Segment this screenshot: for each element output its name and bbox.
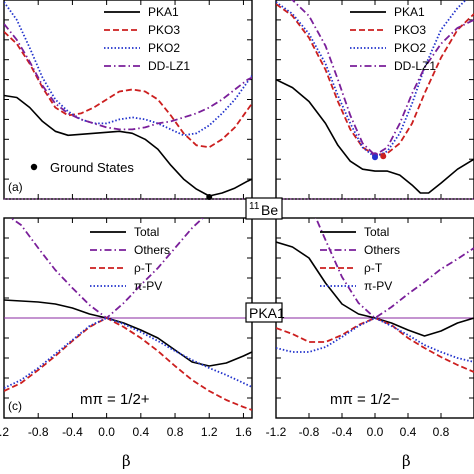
x-tick-label: 0.4	[400, 425, 417, 439]
nucleus-mass-number: 11	[249, 201, 260, 212]
x-tick-label: -0.8	[299, 425, 320, 439]
panel-d: -1.2 -0.8 -0.4 0.0 0.4 0.8 Total Others ρ-T π-PV m…	[266, 217, 474, 439]
series-line-pko3	[4, 31, 252, 149]
panel-tag: (a)	[8, 180, 23, 194]
series-line-pka1	[4, 94, 252, 197]
parity-label: mπ = 1/2−	[330, 391, 400, 408]
x-tick-label: 1.6	[235, 425, 252, 439]
series-line--pv	[276, 317, 474, 363]
x-tick-label: 0.8	[167, 425, 184, 439]
x-tick-label: 0.0	[367, 425, 384, 439]
panel-c: .2 -0.8 -0.4 0.0 0.4 0.8 1.2 1.6 Total Others ρ-T π…	[0, 217, 253, 439]
nucleus-symbol: Be	[261, 202, 278, 218]
nucleus-label: 11 Be	[245, 197, 283, 220]
series-line-dd-lz1	[290, 0, 474, 157]
legend-label: PKO2	[394, 41, 426, 55]
legend-label: PKO2	[148, 41, 180, 55]
legend-label: ρ-T	[364, 261, 383, 275]
legend-label: Total	[364, 225, 389, 239]
legend-d: Total Others ρ-T π-PV	[320, 225, 400, 293]
series-line-others	[9, 218, 205, 319]
panel-a: PKA1 PKO3 PKO2 DD-LZ1 Ground States (a)	[3, 0, 253, 201]
x-tick-label: -0.4	[62, 425, 83, 439]
x-axis-title-left: β	[122, 452, 131, 470]
x-axis-title-right: β	[402, 452, 411, 470]
series-group	[276, 218, 474, 373]
x-tick-label: 1.2	[201, 425, 218, 439]
x-tick-label: -0.8	[28, 425, 49, 439]
legend-label: π-PV	[364, 279, 392, 293]
x-tick-label: 0.4	[132, 425, 149, 439]
legend-label: DD-LZ1	[394, 59, 436, 73]
series-line-pko2	[276, 0, 467, 159]
ground-state-point	[380, 153, 387, 160]
functional-name: PKA1	[249, 305, 285, 321]
parity-label: mπ = 1/2+	[80, 391, 150, 408]
legend-b: PKA1 PKO3 PKO2 DD-LZ1	[350, 5, 436, 73]
x-tick-label: .2	[0, 425, 9, 439]
legend-label: PKA1	[394, 5, 425, 19]
series-line-dd-lz1	[4, 23, 252, 131]
functional-label-box	[245, 302, 283, 323]
x-tick-label: -1.2	[266, 425, 287, 439]
legend-label: Total	[134, 225, 159, 239]
series-line-total	[4, 299, 252, 367]
panel-b: PKA1 PKO3 PKO2 DD-LZ1	[275, 0, 474, 200]
legend-label: π-PV	[134, 279, 162, 293]
legend-label: Others	[364, 243, 400, 257]
nucleus-label-box	[245, 197, 283, 220]
legend-label: PKO3	[148, 23, 180, 37]
x-tick-label: 0.0	[98, 425, 115, 439]
legend-a: PKA1 PKO3 PKO2 DD-LZ1	[104, 5, 190, 73]
series-line--t	[276, 317, 474, 373]
legend-label: Others	[134, 243, 170, 257]
ground-state-point	[206, 194, 213, 201]
series-group	[4, 218, 252, 411]
legend-label: PKA1	[148, 5, 179, 19]
series-line-pko3	[276, 3, 474, 157]
legend-label: DD-LZ1	[148, 59, 190, 73]
legend-label: PKO3	[394, 23, 426, 37]
series-line-pka1	[276, 78, 474, 194]
series-line-pko2	[4, 1, 252, 137]
series-line-total	[276, 241, 474, 337]
ground-states-annotation: Ground States	[50, 160, 134, 175]
functional-label: PKA1	[245, 302, 285, 323]
x-tick-label: -0.4	[332, 425, 353, 439]
ground-states-marker	[30, 163, 38, 171]
series-line--t	[4, 317, 252, 411]
series-group	[276, 0, 474, 194]
legend-c: Total Others ρ-T π-PV	[90, 225, 170, 293]
series-line--pv	[4, 317, 252, 389]
panel-tag: (c)	[8, 399, 22, 413]
x-tick-label: 0.8	[433, 425, 450, 439]
ground-state-point	[372, 154, 378, 161]
series-group	[4, 1, 252, 197]
legend-label: ρ-T	[134, 261, 153, 275]
